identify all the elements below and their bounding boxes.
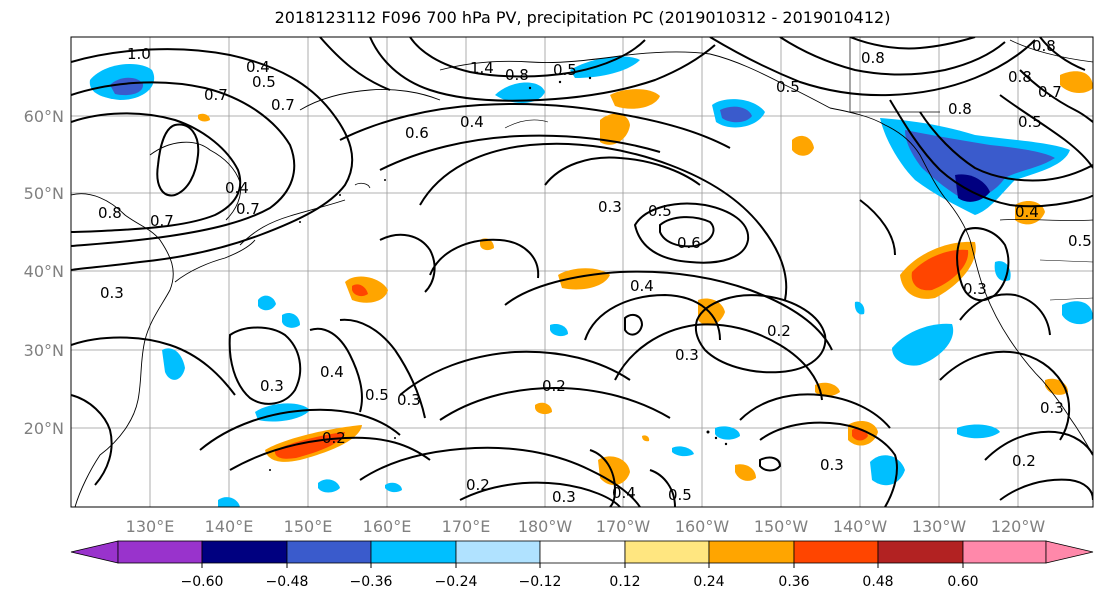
contour-label: 0.3 xyxy=(820,456,844,474)
lon-tick-label: 150°W xyxy=(754,517,809,536)
contour-label: 0.4 xyxy=(225,179,249,197)
colorbar-over-triangle xyxy=(1045,540,1094,564)
colorbar-segment xyxy=(286,540,372,564)
colorbar-segment xyxy=(624,540,710,564)
pv-contours xyxy=(71,37,1093,507)
lon-tick-label: 120°W xyxy=(991,517,1046,536)
contour-label: 0.4 xyxy=(246,58,270,76)
precip-positive-shading xyxy=(198,71,1093,486)
map-frame xyxy=(70,36,1094,508)
lat-tick-label: 50°N xyxy=(24,184,64,203)
contour-label: 1.0 xyxy=(127,45,151,63)
lon-tick-label: 130°E xyxy=(126,517,175,536)
lat-tick-label: 30°N xyxy=(24,341,64,360)
contour-label: 0.2 xyxy=(322,429,346,447)
colorbar-segment xyxy=(962,540,1047,564)
colorbar-tick-label: −0.24 xyxy=(435,574,478,590)
contour-label: 0.3 xyxy=(1040,399,1064,417)
colorbar-segment xyxy=(708,540,795,564)
lon-tick-label: 130°W xyxy=(912,517,967,536)
lon-tick-label: 150°E xyxy=(284,517,333,536)
coastlines xyxy=(71,37,1093,507)
contour-label: 0.2 xyxy=(466,476,490,494)
contour-label: 0.3 xyxy=(100,284,124,302)
lat-tick-label: 40°N xyxy=(24,262,64,281)
contour-label: 0.5 xyxy=(365,386,389,404)
contour-label: 0.4 xyxy=(460,113,484,131)
colorbar-tick-label: 0.60 xyxy=(947,574,978,590)
lat-tick-label: 60°N xyxy=(24,107,64,126)
precip-negative-shading xyxy=(89,56,1093,507)
colorbar-tick-label: −0.36 xyxy=(350,574,393,590)
contour-label: 0.4 xyxy=(320,363,344,381)
contour-label: 0.3 xyxy=(675,346,699,364)
map-title: 2018123112 F096 700 hPa PV, precipitatio… xyxy=(274,8,891,27)
lon-tick-label: 140°W xyxy=(833,517,888,536)
contour-label: 0.5 xyxy=(668,486,692,504)
contour-label: 0.2 xyxy=(542,377,566,395)
contour-label: 0.7 xyxy=(150,212,174,230)
contour-label: 0.5 xyxy=(1068,232,1092,250)
colorbar-under-triangle xyxy=(70,540,119,564)
contour-label: 0.3 xyxy=(552,488,576,506)
contour-label: 0.8 xyxy=(98,204,122,222)
contour-label: 0.2 xyxy=(1012,452,1036,470)
colorbar-segment xyxy=(370,540,457,564)
colorbar-segment xyxy=(539,540,626,564)
contour-label: 0.5 xyxy=(776,78,800,96)
lon-tick-label: 180°W xyxy=(518,517,573,536)
lon-tick-label: 140°E xyxy=(205,517,254,536)
lon-tick-label: 160°E xyxy=(363,517,412,536)
colorbar-ticks xyxy=(201,563,964,568)
colorbar-segment xyxy=(455,540,541,564)
contour-label: 0.6 xyxy=(677,234,701,252)
contour-label: 0.5 xyxy=(252,73,276,91)
contour-label: 0.6 xyxy=(405,124,429,142)
lat-tick-label: 20°N xyxy=(24,419,64,438)
latitude-labels: 60°N 50°N 40°N 30°N 20°N xyxy=(24,107,64,438)
colorbar-tick-label: 0.36 xyxy=(778,574,809,590)
contour-label: 0.5 xyxy=(1018,113,1042,131)
contour-label: 0.7 xyxy=(1038,83,1062,101)
contour-label: 0.8 xyxy=(1032,37,1056,55)
contour-label: 0.7 xyxy=(271,96,295,114)
contour-label: 0.5 xyxy=(553,61,577,79)
colorbar-tick-label: 0.12 xyxy=(609,574,640,590)
contour-label: 0.8 xyxy=(861,49,885,67)
colorbar-tick-label: −0.12 xyxy=(519,574,562,590)
contour-label: 0.4 xyxy=(612,484,636,502)
colorbar-tick-label: 0.48 xyxy=(862,574,893,590)
contour-label: 0.5 xyxy=(648,202,672,220)
colorbar-segment xyxy=(117,540,203,564)
contour-label: 1.4 xyxy=(470,59,494,77)
contour-label: 0.3 xyxy=(397,391,421,409)
contour-label: 0.8 xyxy=(948,100,972,118)
contour-label: 0.3 xyxy=(260,377,284,395)
colorbar-segment xyxy=(201,540,288,564)
contour-label: 0.3 xyxy=(963,280,987,298)
lon-tick-label: 160°W xyxy=(675,517,730,536)
contour-label: 0.7 xyxy=(236,200,260,218)
contour-label: 0.7 xyxy=(204,86,228,104)
longitude-labels: 130°E 140°E 150°E 160°E 170°E 180°W 170°… xyxy=(126,517,1046,536)
contour-label: 0.2 xyxy=(767,322,791,340)
colorbar-tick-label: 0.24 xyxy=(693,574,724,590)
colorbar-segment xyxy=(793,540,879,564)
contour-label: 0.3 xyxy=(598,198,622,216)
colorbar-tick-label: −0.48 xyxy=(266,574,309,590)
colorbar-tick-labels: −0.60 −0.48 −0.36 −0.24 −0.12 0.12 0.24 … xyxy=(181,574,979,590)
lon-tick-label: 170°W xyxy=(596,517,651,536)
contour-label: 0.4 xyxy=(630,277,654,295)
colorbar xyxy=(70,540,1094,564)
contour-label: 0.4 xyxy=(1015,203,1039,221)
contour-label: 0.8 xyxy=(1008,68,1032,86)
lon-tick-label: 170°E xyxy=(442,517,491,536)
colorbar-segment xyxy=(877,540,964,564)
contour-label: 0.8 xyxy=(505,66,529,84)
contour-labels: 1.0 0.4 0.5 1.4 0.8 0.5 0.8 0.8 0.4 0.6 … xyxy=(98,37,1092,506)
colorbar-tick-label: −0.60 xyxy=(181,574,224,590)
